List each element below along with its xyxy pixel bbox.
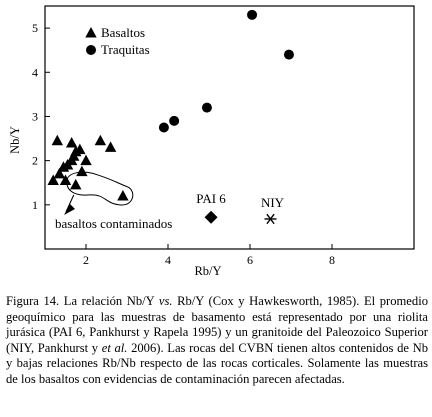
x-tick-label: 2 xyxy=(83,253,89,267)
legend-circle-icon xyxy=(86,45,96,55)
caption-part1: Figura 14. La relación Nb/Y xyxy=(6,294,159,308)
asterisk-stroke xyxy=(266,213,275,225)
axes xyxy=(44,5,415,250)
annotations: PAI 6 NIY basaltos contaminados xyxy=(55,171,285,231)
tick-marks xyxy=(45,27,333,249)
legend-traquitas: Traquitas xyxy=(101,42,150,57)
caption-vs: vs. xyxy=(158,294,173,308)
point-basaltos xyxy=(51,134,63,146)
point-pai6 xyxy=(204,210,218,224)
label-niy: NIY xyxy=(261,195,285,210)
point-basaltos xyxy=(76,165,88,177)
point-traquitas xyxy=(283,49,294,60)
point-traquitas xyxy=(158,122,169,133)
y-tick-label: 4 xyxy=(32,65,38,79)
x-tick-label: 8 xyxy=(329,253,335,267)
plot-frame xyxy=(44,5,415,250)
x-axis-label: Rb/Y xyxy=(194,264,221,278)
point-basaltos xyxy=(104,141,117,152)
point-basaltos xyxy=(47,174,59,186)
point-basaltos xyxy=(94,134,107,146)
caption-part2: Rb/Y (Cox y Hawkesworth, 1985). El prome… xyxy=(6,294,428,355)
label-contaminated: basaltos contaminados xyxy=(55,216,172,231)
point-basaltos xyxy=(65,136,78,148)
tick-labels: 2 4 6 8 1 2 3 4 5 xyxy=(32,21,335,267)
point-niy xyxy=(264,213,277,225)
point-traquitas xyxy=(169,115,180,126)
x-tick-label: 6 xyxy=(247,253,253,267)
contaminated-outline xyxy=(66,171,134,206)
x-tick-label: 4 xyxy=(165,253,171,267)
label-pai6: PAI 6 xyxy=(196,191,226,206)
point-basaltos xyxy=(70,178,82,190)
figure-caption: Figura 14. La relación Nb/Y vs. Rb/Y (Co… xyxy=(6,294,428,388)
caption-part3: 2006). Las rocas del CVBN tienen altos c… xyxy=(6,340,428,386)
point-traquitas xyxy=(201,102,212,113)
y-tick-label: 2 xyxy=(32,154,38,168)
point-basaltos xyxy=(80,154,92,166)
legend-basaltos: Basaltos xyxy=(101,25,145,40)
contaminated-arrowhead xyxy=(64,204,75,215)
y-tick-label: 1 xyxy=(32,198,38,212)
legend-triangle-icon xyxy=(85,27,97,38)
data-points xyxy=(47,9,294,225)
point-traquitas xyxy=(247,9,258,20)
y-tick-label: 5 xyxy=(32,21,38,35)
y-axis-label: Nb/Y xyxy=(8,126,22,154)
point-basaltos xyxy=(59,174,72,186)
point-basaltos xyxy=(74,143,86,155)
y-tick-label: 3 xyxy=(32,109,38,123)
caption-etal: et al. xyxy=(101,340,128,355)
legend: Basaltos Traquitas xyxy=(85,25,150,57)
point-basaltos xyxy=(117,189,129,201)
point-basaltos xyxy=(53,167,66,179)
